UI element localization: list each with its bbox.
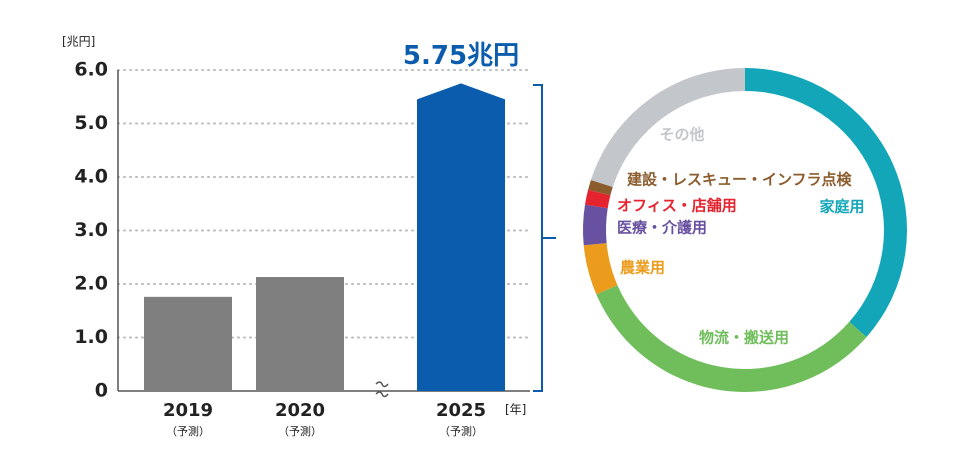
donut-segment <box>583 204 608 246</box>
donut-segment <box>596 285 867 392</box>
segment-label: オフィス・店舗用 <box>617 197 737 215</box>
donut-segment <box>588 179 613 196</box>
value-label: 5.75兆円 <box>403 41 519 71</box>
bracket <box>533 84 556 392</box>
y-tick-label: 1.0 <box>74 326 108 348</box>
segment-label: 物流・搬送用 <box>699 329 789 347</box>
y-unit-label: [兆円] <box>62 35 95 49</box>
segment-label: 医療・介護用 <box>617 219 707 237</box>
axis-break <box>375 381 389 398</box>
x-tick-sublabel: （予測） <box>278 424 322 438</box>
x-tick-label: 2020 <box>275 400 325 421</box>
segment-label: 農業用 <box>620 259 665 277</box>
y-tick-label: 2.0 <box>74 273 108 295</box>
y-tick-label: 5.0 <box>74 112 108 134</box>
bar <box>417 83 505 391</box>
donut-segment <box>584 189 611 209</box>
x-tick-label: 2025 <box>436 400 486 421</box>
donut-segment <box>583 243 618 295</box>
donut-segment <box>590 68 745 188</box>
segment-label: 家庭用 <box>819 198 864 216</box>
bar <box>256 277 344 391</box>
x-tick-sublabel: （予測） <box>439 424 483 438</box>
donut-segment <box>745 68 907 338</box>
segment-label: 建設・レスキュー・インフラ点検 <box>627 171 853 189</box>
y-tick-label: 4.0 <box>74 166 108 188</box>
segment-label: その他 <box>659 126 704 144</box>
y-tick-label: 3.0 <box>74 219 108 241</box>
y-tick-label: 0 <box>95 380 108 402</box>
bar <box>144 296 232 391</box>
x-tick-sublabel: （予測） <box>166 424 210 438</box>
x-unit-label: [年] <box>505 403 526 417</box>
y-tick-label: 6.0 <box>74 59 108 81</box>
x-tick-label: 2019 <box>163 400 213 421</box>
